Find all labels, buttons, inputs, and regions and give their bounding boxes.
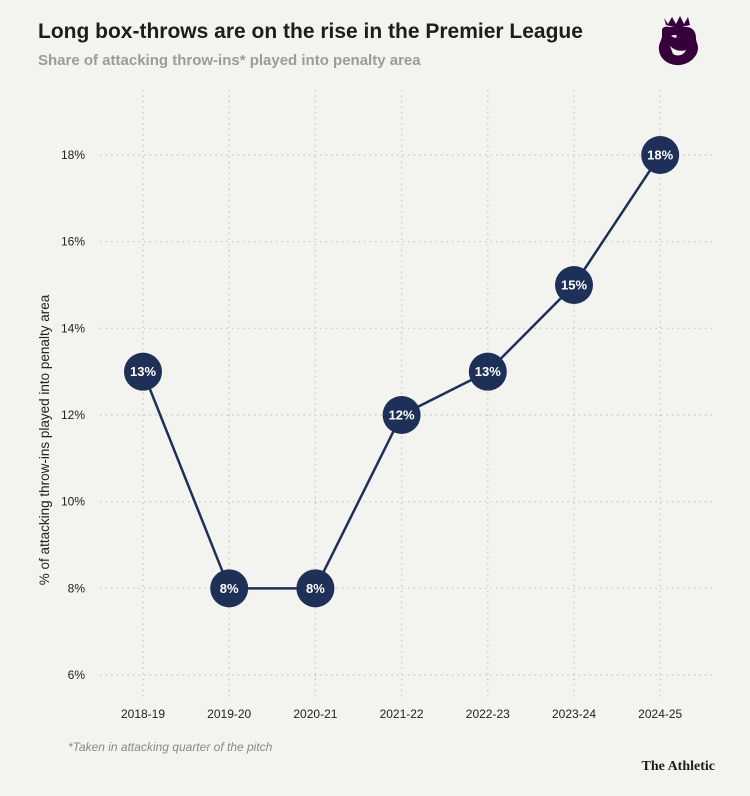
chart-subtitle: Share of attacking throw-ins* played int… [38,52,421,69]
y-tick-label: 10% [61,495,85,509]
x-tick-label: 2019-20 [207,707,251,721]
data-label: 8% [220,581,239,596]
data-point [555,266,593,304]
x-tick-label: 2020-21 [293,707,337,721]
data-point [210,569,249,608]
y-tick-label: 14% [61,321,85,335]
y-tick-label: 12% [61,408,85,422]
data-label: 18% [647,148,673,163]
y-tick-label: 18% [61,148,85,162]
y-axis-label: % of attacking throw-ins played into pen… [37,294,52,585]
x-tick-label: 2021-22 [380,707,424,721]
x-axis-ticks: 2018-19 2019-20 2020-21 2021-22 2022-23 2023-… [121,707,683,721]
data-point [124,352,162,391]
y-tick-label: 8% [68,581,86,595]
data-label: 13% [475,364,501,379]
chart-title: Long box-throws are on the rise in the P… [38,20,583,43]
x-tick-label: 2024-25 [638,707,682,721]
footnote: *Taken in attacking quarter of the pitch [68,740,273,754]
y-axis-ticks: 6% 8% 10% 12% 14% 16% 18% [61,148,85,682]
data-point [296,569,335,608]
data-label: 13% [130,364,156,379]
data-label: 12% [389,408,415,423]
x-tick-label: 2022-23 [466,707,510,721]
data-label: 8% [306,581,325,596]
x-tick-label: 2018-19 [121,707,165,721]
x-tick-label: 2023-24 [552,707,596,721]
data-points: 13% 8% 8% 12% 13% 15% 18% [124,136,680,608]
brand-logo: The Athletic [641,759,716,774]
data-point [641,136,680,174]
premier-league-lion-icon [658,16,698,66]
y-tick-label: 6% [68,668,86,682]
y-tick-label: 16% [61,235,85,249]
data-point [468,352,507,391]
data-point [382,396,421,434]
data-label: 15% [561,278,587,293]
gridlines [100,90,712,700]
